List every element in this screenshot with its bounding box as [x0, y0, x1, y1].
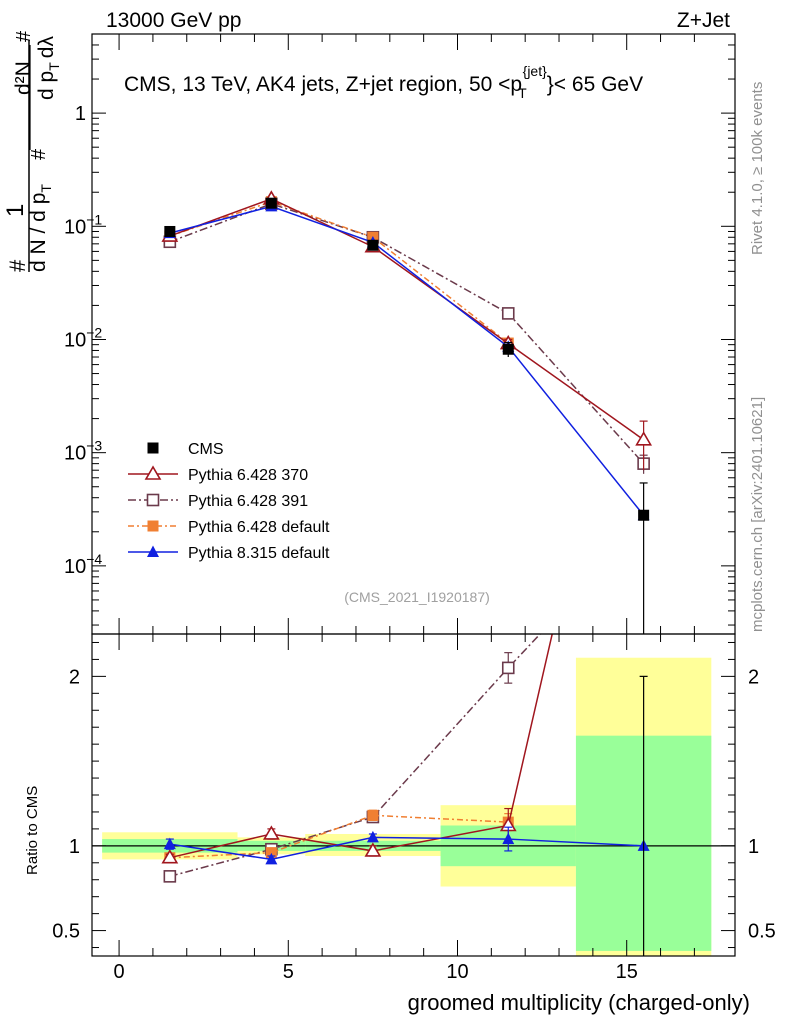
ylabel-dp-text: d p	[35, 71, 58, 100]
ytick-label-main: 10−3	[64, 438, 102, 465]
ylabel-dpdl: d pTdλ	[35, 36, 62, 100]
ylabel-one: 1	[2, 204, 29, 217]
xtick-label: 0	[114, 961, 125, 983]
ylabel-dn: d N / d pT	[27, 184, 54, 272]
ytick-label-main: 1	[75, 103, 86, 125]
ylabel-dl-text: dλ	[35, 36, 58, 59]
legend-label-p370: Pythia 6.428 370	[188, 467, 308, 484]
point-cms	[265, 197, 277, 209]
point-cms	[367, 239, 379, 251]
legend-label-p8: Pythia 8.315 default	[188, 545, 330, 562]
ylabel-dp-sub: T	[46, 62, 62, 71]
series-line-p370	[169, 197, 645, 441]
ytick-label-exp: −4	[86, 551, 102, 567]
xtick-label: 15	[616, 961, 638, 983]
legend-label-p391: Pythia 6.428 391	[188, 493, 308, 510]
side-label-top: Rivet 4.1.0, ≥ 100k events	[749, 82, 766, 255]
ytick-label-exp: −1	[86, 211, 102, 227]
ratio-point-pdef	[367, 809, 379, 821]
ytick-label-ratio: 1	[69, 836, 80, 858]
point-cms	[164, 225, 176, 237]
legend-label-cms: CMS	[188, 441, 224, 458]
plot-title-sup: {jet}	[523, 63, 547, 79]
ylabel-hash-3: #	[13, 30, 35, 42]
ylabel-hash-1: #	[5, 259, 30, 272]
xtick-label: 10	[446, 961, 468, 983]
ytick-label-main: 10−4	[64, 551, 102, 578]
main-plot-panel: 110−110−210−310−4 CMS, 13 TeV, AK4 jets,…	[64, 33, 736, 635]
xtick-label: 5	[283, 961, 294, 983]
ratio-ylabel: Ratio to CMS	[24, 786, 41, 875]
ylabel-d2n: d²N	[12, 61, 35, 95]
plot-title-main: CMS, 13 TeV, AK4 jets, Z+jet region, 50 …	[124, 73, 522, 96]
header-right: Z+Jet	[677, 9, 730, 32]
ratio-point-p370	[262, 825, 280, 840]
point-cms	[502, 343, 514, 355]
ytick-label-base: 1	[75, 103, 86, 125]
ratio-line-pdef	[169, 814, 509, 859]
plot-title-tail: }< 65 GeV	[547, 73, 643, 96]
ratio-point-p8	[366, 830, 379, 843]
point-cms	[638, 509, 650, 521]
ytick-label-exp: −2	[86, 324, 102, 340]
ytick-label-base: 10	[64, 556, 86, 578]
ratio-point-p391	[501, 661, 515, 675]
point-p370	[635, 431, 653, 446]
ytick-label-main: 10−1	[64, 211, 102, 238]
ytick-label-ratio-right: 1	[748, 836, 759, 858]
ytick-label-ratio-right: 0.5	[748, 921, 776, 943]
ratio-plot-panel: 0.5 0.5 1 1 2 2 0 5 10 15	[52, 633, 776, 983]
ylabel-hash-2: #	[28, 148, 50, 160]
ratio-point-p391	[163, 870, 177, 883]
legend-marker-pdef	[147, 520, 159, 532]
ratio-point-p8	[502, 832, 515, 845]
ytick-label-ratio-right: 2	[748, 666, 759, 688]
ylabel-dn-text: d N / d p	[27, 193, 50, 272]
plot-title-sub: T	[518, 85, 527, 101]
legend-label-pdef: Pythia 6.428 default	[188, 519, 330, 536]
ytick-label-exp: −3	[86, 438, 102, 454]
legend: CMS Pythia 6.428 370 Pythia 6.428 391 Pythi…	[128, 441, 330, 562]
ratio-point-p8	[163, 837, 176, 850]
ratio-point-p8	[265, 852, 278, 865]
legend-marker-p391	[146, 493, 160, 507]
legend-marker-cms	[147, 442, 159, 454]
ytick-label-ratio: 2	[69, 666, 80, 688]
legend-marker-p8	[147, 545, 159, 557]
legend-marker-p370	[144, 465, 162, 480]
ytick-label-base: 10	[64, 443, 86, 465]
xlabel: groomed multiplicity (charged-only)	[408, 990, 750, 1015]
side-label-bottom: mcplots.cern.ch [arXiv:2401.10621]	[749, 397, 766, 632]
header-left: 13000 GeV pp	[106, 9, 241, 32]
ratio-point-pdef	[265, 847, 277, 859]
ytick-label-ratio: 0.5	[52, 921, 80, 943]
ratio-point-p370	[161, 849, 179, 864]
ratio-point-p370	[364, 842, 382, 857]
analysis-annotation: (CMS_2021_I1920187)	[344, 589, 490, 605]
ytick-label-base: 10	[64, 216, 86, 238]
main-plot-frame	[91, 33, 736, 635]
ytick-label-base: 10	[64, 329, 86, 351]
plot-title: CMS, 13 TeV, AK4 jets, Z+jet region, 50 …	[124, 63, 643, 101]
ratio-plot-frame	[91, 633, 736, 957]
main-ylabel: # 1 d N / d pT # d²N # d pTdλ	[2, 30, 62, 272]
point-p391	[501, 307, 515, 320]
ytick-label-main: 10−2	[64, 324, 102, 351]
series-line-p391	[169, 203, 645, 465]
ylabel-dn-sub: T	[38, 184, 54, 193]
